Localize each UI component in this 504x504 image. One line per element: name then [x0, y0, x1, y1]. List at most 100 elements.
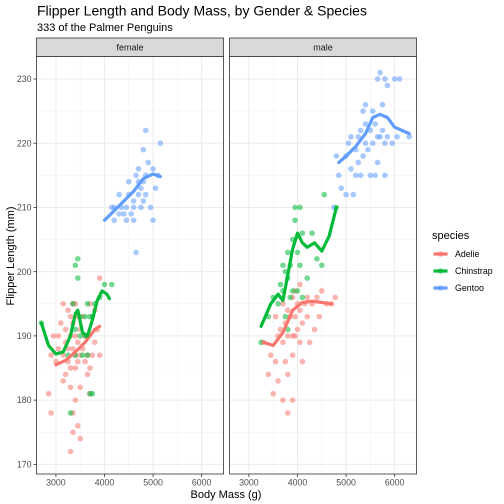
data-point: [72, 365, 79, 371]
data-point: [157, 140, 164, 147]
data-point: [74, 423, 81, 429]
smooth-line-chinstrap: [259, 205, 338, 328]
legend-point: [437, 268, 444, 274]
data-point: [318, 262, 325, 269]
data-point: [292, 313, 298, 320]
data-point: [89, 390, 96, 397]
data-point: [338, 185, 345, 191]
data-point: [384, 133, 391, 140]
legend-item-gentoo: Gentoo: [432, 279, 484, 297]
data-point: [284, 333, 291, 339]
data-point: [72, 333, 79, 339]
data-point: [72, 262, 79, 269]
x-tick-label: 6000: [385, 478, 405, 488]
data-point: [70, 429, 76, 436]
data-point: [62, 326, 69, 333]
data-point: [123, 204, 130, 211]
data-point: [74, 256, 81, 262]
data-point: [74, 275, 81, 281]
data-point: [84, 352, 91, 358]
data-point: [45, 390, 52, 397]
plot-area: [36, 56, 224, 474]
y-tick-label: 190: [17, 331, 32, 341]
data-point: [89, 352, 96, 358]
data-point: [135, 191, 142, 198]
data-point: [145, 159, 152, 166]
data-point: [289, 397, 296, 403]
data-point: [306, 339, 313, 346]
data-point: [309, 230, 315, 236]
data-point: [297, 339, 303, 346]
data-point: [147, 204, 154, 211]
data-point: [77, 333, 84, 339]
data-point: [79, 352, 86, 358]
data-point: [77, 435, 84, 442]
data-point: [130, 204, 137, 211]
data-point: [60, 300, 67, 307]
x-tick-label: 3000: [239, 478, 259, 488]
data-point: [272, 313, 279, 320]
data-point: [357, 172, 364, 179]
data-point: [362, 101, 369, 108]
data-point: [348, 166, 354, 172]
y-tick-label: 220: [17, 138, 32, 148]
data-point: [265, 371, 272, 378]
data-point: [116, 211, 122, 217]
data-point: [272, 358, 279, 365]
facet-strip-label: female: [116, 43, 143, 53]
data-point: [140, 146, 147, 153]
series-chinstrap: [258, 191, 340, 346]
data-point: [65, 307, 71, 314]
legend-item-adelie: Adelie: [432, 245, 480, 263]
data-point: [135, 166, 142, 172]
data-point: [275, 378, 281, 384]
data-point: [318, 288, 325, 294]
smooth-line-gentoo: [337, 112, 411, 165]
x-axis-title: Body Mass (g): [191, 489, 262, 501]
data-point: [91, 339, 98, 346]
data-point: [84, 371, 91, 378]
legend-label: Adelie: [455, 249, 480, 259]
data-point: [96, 275, 103, 281]
data-point: [277, 281, 284, 288]
data-point: [280, 262, 286, 269]
data-point: [67, 313, 74, 320]
data-point: [362, 140, 369, 147]
data-point: [372, 121, 379, 127]
chart-title: Flipper Length and Body Mass, by Gender …: [37, 3, 367, 19]
y-axis: 170 180 190 200 210 220 230: [17, 74, 37, 469]
legend: species Adelie Chinstrap Gentoo: [432, 230, 493, 297]
data-point: [389, 140, 396, 147]
facet-panels: female male: [36, 37, 417, 475]
data-point: [294, 249, 301, 256]
data-point: [125, 178, 132, 185]
data-point: [369, 108, 376, 114]
data-point: [382, 76, 388, 82]
data-point: [292, 333, 298, 339]
data-point: [321, 191, 328, 198]
data-point: [292, 217, 298, 224]
smooth-line-adelie: [54, 324, 102, 367]
data-point: [362, 121, 369, 127]
data-point: [311, 326, 318, 333]
y-tick-label: 180: [17, 395, 32, 405]
data-point: [72, 326, 79, 333]
data-point: [369, 140, 376, 147]
data-point: [360, 108, 366, 114]
data-point: [384, 82, 391, 89]
data-point: [316, 313, 323, 320]
data-point: [142, 191, 149, 198]
data-point: [111, 217, 118, 224]
data-point: [304, 294, 311, 301]
data-point: [48, 410, 54, 416]
data-point: [299, 320, 306, 326]
data-point: [74, 339, 81, 346]
smooth-line-gentoo: [102, 172, 162, 222]
data-point: [277, 326, 284, 333]
data-point: [374, 159, 381, 166]
data-point: [379, 127, 386, 134]
x-tick-label: 4000: [288, 478, 308, 488]
legend-point: [437, 251, 444, 257]
data-point: [121, 211, 127, 217]
data-point: [304, 275, 311, 281]
